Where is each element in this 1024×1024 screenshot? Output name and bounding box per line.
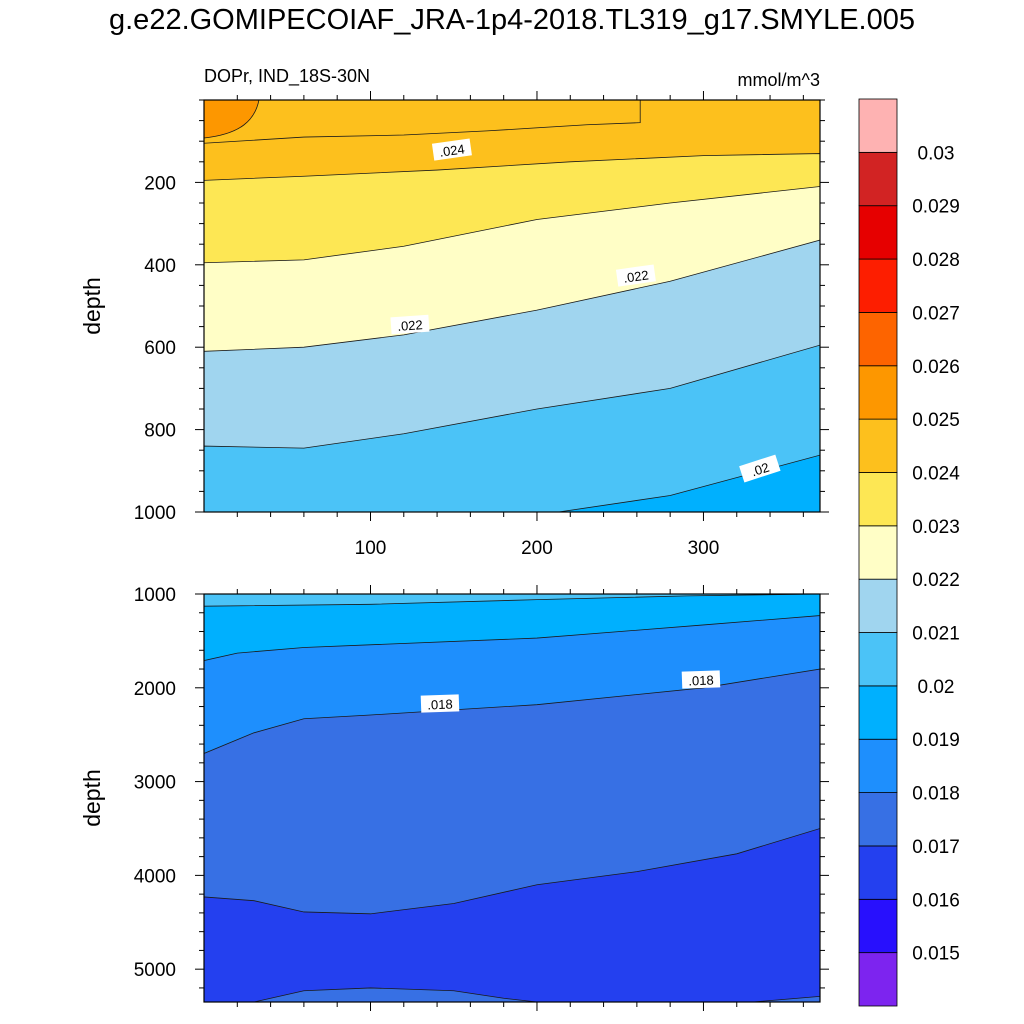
colorbar-swatch xyxy=(858,365,898,420)
upper-contour-panel: 100 200 300 200 400 600 800 1000 depth .024 .022 .0… xyxy=(79,91,829,559)
contour-band-0.02 xyxy=(558,454,820,512)
contour-band-0.026 xyxy=(204,100,260,139)
x-tick-label: 100 xyxy=(355,538,387,559)
y-tick-label: 2000 xyxy=(134,679,176,700)
contour-label-box xyxy=(615,264,656,287)
y-axis-label: depth xyxy=(79,277,105,335)
contour-label: .018 xyxy=(681,670,721,689)
colorbar-swatch xyxy=(858,952,898,1007)
contour-label-box xyxy=(739,454,781,483)
y-tick-label: 5000 xyxy=(134,960,176,981)
colorbar-swatch xyxy=(858,312,898,367)
contour-label-text: .022 xyxy=(397,317,423,334)
colorbar-swatch xyxy=(858,258,898,313)
contour-label-text: .02 xyxy=(749,460,771,480)
y-tick-label: 1000 xyxy=(134,585,176,606)
colorbar-swatch xyxy=(858,632,898,687)
contour-label: .022 xyxy=(615,264,656,287)
contour-label-text: .022 xyxy=(622,267,649,285)
colorbar-label: 0.016 xyxy=(912,890,960,911)
contour-label: .02 xyxy=(739,454,781,483)
colorbar-swatch xyxy=(858,578,898,633)
contour-label-box xyxy=(420,694,460,713)
contour-label: .022 xyxy=(390,314,430,335)
plot-frame xyxy=(203,593,821,1003)
colorbar-label: 0.019 xyxy=(912,730,960,751)
x-tick-label: 200 xyxy=(521,538,553,559)
contour-label-box xyxy=(390,314,430,335)
colorbar-swatch xyxy=(858,845,898,900)
contour-band-0.025 xyxy=(204,100,641,144)
y-tick-label: 4000 xyxy=(134,866,176,887)
contour-label: .024 xyxy=(431,138,472,161)
contour-band-0.021 xyxy=(204,344,820,512)
contour-label-text: .024 xyxy=(438,141,465,159)
colorbar-label: 0.027 xyxy=(912,303,960,324)
y-tick-label: 1000 xyxy=(134,503,176,524)
colorbar-label: 0.02 xyxy=(918,677,955,698)
y-tick-label: 800 xyxy=(144,421,176,442)
colorbar-label: 0.017 xyxy=(912,837,960,858)
y-tick-label: 3000 xyxy=(134,773,176,794)
contour-label-box xyxy=(681,670,721,689)
colorbar-label: 0.029 xyxy=(912,197,960,218)
colorbar-label: 0.028 xyxy=(912,250,960,271)
contour-band-0.016 xyxy=(204,828,820,1002)
colorbar-label: 0.015 xyxy=(912,944,960,965)
contour-label-box xyxy=(431,138,472,161)
colorbar-swatch xyxy=(858,525,898,580)
contour-label-text: .018 xyxy=(427,697,453,713)
colorbar-label: 0.021 xyxy=(912,624,960,645)
colorbar-label: 0.023 xyxy=(912,517,960,538)
units-label: mmol/m^3 xyxy=(738,70,820,90)
contour-bottom-patch xyxy=(753,995,820,1002)
contour-label: .018 xyxy=(420,694,460,713)
colorbar: 0.015 0.016 0.017 0.018 0.019 0.02 0.021 0.022 0… xyxy=(858,98,960,1007)
y-tick-label: 400 xyxy=(144,256,176,277)
colorbar-swatch xyxy=(858,472,898,527)
colorbar-label: 0.022 xyxy=(912,570,960,591)
colorbar-label: 0.026 xyxy=(912,357,960,378)
y-tick-label: 200 xyxy=(144,173,176,194)
colorbar-swatch xyxy=(858,685,898,740)
colorbar-label: 0.018 xyxy=(912,784,960,805)
plot-area xyxy=(204,100,820,512)
plot-area xyxy=(204,594,820,1002)
colorbar-label: 0.025 xyxy=(912,410,960,431)
colorbar-swatch xyxy=(858,898,898,954)
x-tick-label: 300 xyxy=(688,538,720,559)
colorbar-label: 0.024 xyxy=(912,463,960,484)
colorbar-swatch xyxy=(858,418,898,473)
colorbar-swatch xyxy=(858,738,898,793)
y-tick-label: 600 xyxy=(144,338,176,359)
y-axis-label: depth xyxy=(79,769,105,827)
variable-region-label: DOPr, IND_18S-30N xyxy=(204,66,370,87)
chart-title: g.e22.GOMIPECOIAF_JRA-1p4-2018.TL319_g17… xyxy=(109,4,915,36)
colorbar-label: 0.03 xyxy=(918,143,955,164)
lower-contour-panel: 1000 2000 3000 4000 5000 depth .018 .018 xyxy=(79,585,829,1011)
colorbar-swatch xyxy=(858,205,898,260)
colorbar-swatch xyxy=(858,792,898,847)
colorbar-swatch xyxy=(858,98,898,153)
colorbar-swatch xyxy=(858,151,898,207)
contour-bottom-patch xyxy=(253,987,538,1002)
contour-label-text: .018 xyxy=(688,673,714,689)
